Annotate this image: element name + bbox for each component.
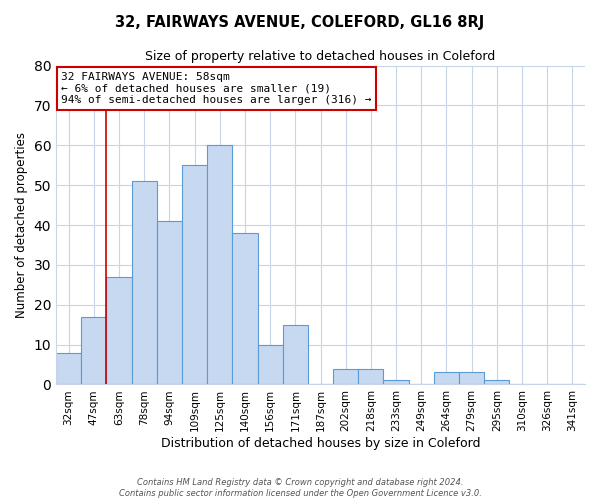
Title: Size of property relative to detached houses in Coleford: Size of property relative to detached ho… <box>145 50 496 63</box>
Text: 32 FAIRWAYS AVENUE: 58sqm
← 6% of detached houses are smaller (19)
94% of semi-d: 32 FAIRWAYS AVENUE: 58sqm ← 6% of detach… <box>61 72 372 105</box>
Bar <box>157 221 182 384</box>
Bar <box>81 316 106 384</box>
Bar <box>358 368 383 384</box>
Bar <box>257 344 283 385</box>
Bar <box>207 146 232 384</box>
Text: 32, FAIRWAYS AVENUE, COLEFORD, GL16 8RJ: 32, FAIRWAYS AVENUE, COLEFORD, GL16 8RJ <box>115 15 485 30</box>
Bar <box>232 233 257 384</box>
Bar <box>106 277 131 384</box>
Bar <box>283 324 308 384</box>
Bar <box>182 165 207 384</box>
X-axis label: Distribution of detached houses by size in Coleford: Distribution of detached houses by size … <box>161 437 480 450</box>
Y-axis label: Number of detached properties: Number of detached properties <box>15 132 28 318</box>
Text: Contains HM Land Registry data © Crown copyright and database right 2024.
Contai: Contains HM Land Registry data © Crown c… <box>119 478 481 498</box>
Bar <box>383 380 409 384</box>
Bar <box>333 368 358 384</box>
Bar <box>484 380 509 384</box>
Bar <box>459 372 484 384</box>
Bar <box>131 181 157 384</box>
Bar <box>56 352 81 384</box>
Bar <box>434 372 459 384</box>
